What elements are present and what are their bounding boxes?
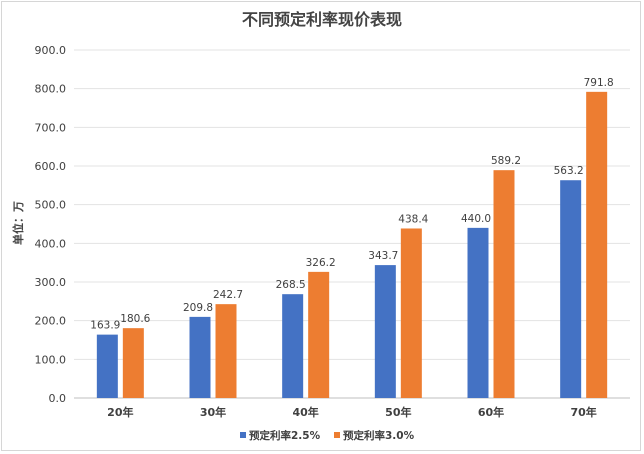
y-tick-label: 600.0 xyxy=(35,160,67,173)
bar-2-5 xyxy=(374,265,396,398)
y-tick-label: 700.0 xyxy=(35,121,67,134)
y-tick-label: 900.0 xyxy=(35,44,67,57)
y-tick-label: 0.0 xyxy=(49,392,67,405)
data-label: 438.4 xyxy=(398,213,428,225)
x-tick-label: 70年 xyxy=(571,405,597,419)
y-tick-label: 500.0 xyxy=(35,199,67,212)
chart-title: 不同预定利率现价表现 xyxy=(242,10,402,29)
y-tick-label: 200.0 xyxy=(35,315,67,328)
data-label: 163.9 xyxy=(90,320,120,332)
legend-marker xyxy=(240,432,246,438)
x-tick-label: 50年 xyxy=(385,405,411,419)
data-label: 440.0 xyxy=(461,213,491,225)
data-label: 343.7 xyxy=(368,250,398,262)
y-tick-label: 300.0 xyxy=(35,276,67,289)
data-label: 563.2 xyxy=(554,165,584,177)
bar-3-0 xyxy=(215,304,237,398)
bar-3-0 xyxy=(122,328,144,398)
legend-label: 预定利率2.5% xyxy=(249,429,321,442)
bar-2-5 xyxy=(189,316,211,398)
data-label: 268.5 xyxy=(276,279,306,291)
bar-3-0 xyxy=(400,228,422,398)
bar-2-5 xyxy=(282,294,304,398)
data-label: 589.2 xyxy=(491,155,521,167)
x-tick-label: 30年 xyxy=(200,405,226,419)
bar-3-0 xyxy=(308,271,330,398)
legend-label: 预定利率3.0% xyxy=(343,429,415,442)
data-label: 791.8 xyxy=(584,77,614,89)
x-tick-label: 20年 xyxy=(107,405,133,419)
x-tick-label: 60年 xyxy=(478,405,504,419)
y-axis-label: 单位：万 xyxy=(11,201,25,245)
data-label: 180.6 xyxy=(120,313,150,325)
bar-3-0 xyxy=(586,91,608,398)
data-label: 326.2 xyxy=(306,257,336,269)
bar-2-5 xyxy=(560,180,582,398)
data-label: 242.7 xyxy=(213,289,243,301)
bar-2-5 xyxy=(467,227,489,398)
bar-2-5 xyxy=(96,334,118,398)
bar-3-0 xyxy=(493,170,515,398)
y-tick-label: 400.0 xyxy=(35,237,67,250)
x-tick-label: 40年 xyxy=(293,405,319,419)
legend-marker xyxy=(334,432,340,438)
y-tick-label: 800.0 xyxy=(35,83,67,96)
y-tick-label: 100.0 xyxy=(35,353,67,366)
data-label: 209.8 xyxy=(183,302,213,314)
